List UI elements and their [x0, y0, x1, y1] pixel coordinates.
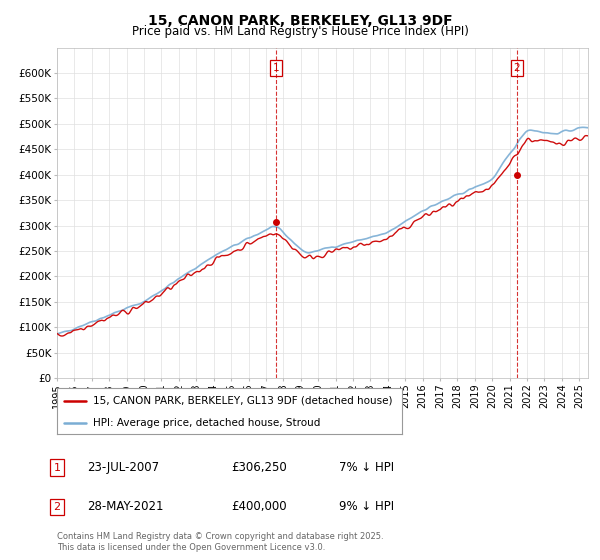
- Text: 28-MAY-2021: 28-MAY-2021: [87, 500, 163, 514]
- Text: HPI: Average price, detached house, Stroud: HPI: Average price, detached house, Stro…: [93, 418, 320, 427]
- Text: Contains HM Land Registry data © Crown copyright and database right 2025.
This d: Contains HM Land Registry data © Crown c…: [57, 532, 383, 552]
- Text: 1: 1: [53, 463, 61, 473]
- Text: 1: 1: [273, 63, 280, 73]
- Text: £400,000: £400,000: [231, 500, 287, 514]
- Text: 23-JUL-2007: 23-JUL-2007: [87, 461, 159, 474]
- Text: 9% ↓ HPI: 9% ↓ HPI: [339, 500, 394, 514]
- Text: 15, CANON PARK, BERKELEY, GL13 9DF (detached house): 15, CANON PARK, BERKELEY, GL13 9DF (deta…: [93, 396, 393, 406]
- Text: £306,250: £306,250: [231, 461, 287, 474]
- Text: 15, CANON PARK, BERKELEY, GL13 9DF: 15, CANON PARK, BERKELEY, GL13 9DF: [148, 14, 452, 28]
- Text: 7% ↓ HPI: 7% ↓ HPI: [339, 461, 394, 474]
- Text: 2: 2: [514, 63, 520, 73]
- Text: Price paid vs. HM Land Registry's House Price Index (HPI): Price paid vs. HM Land Registry's House …: [131, 25, 469, 38]
- Text: 2: 2: [53, 502, 61, 512]
